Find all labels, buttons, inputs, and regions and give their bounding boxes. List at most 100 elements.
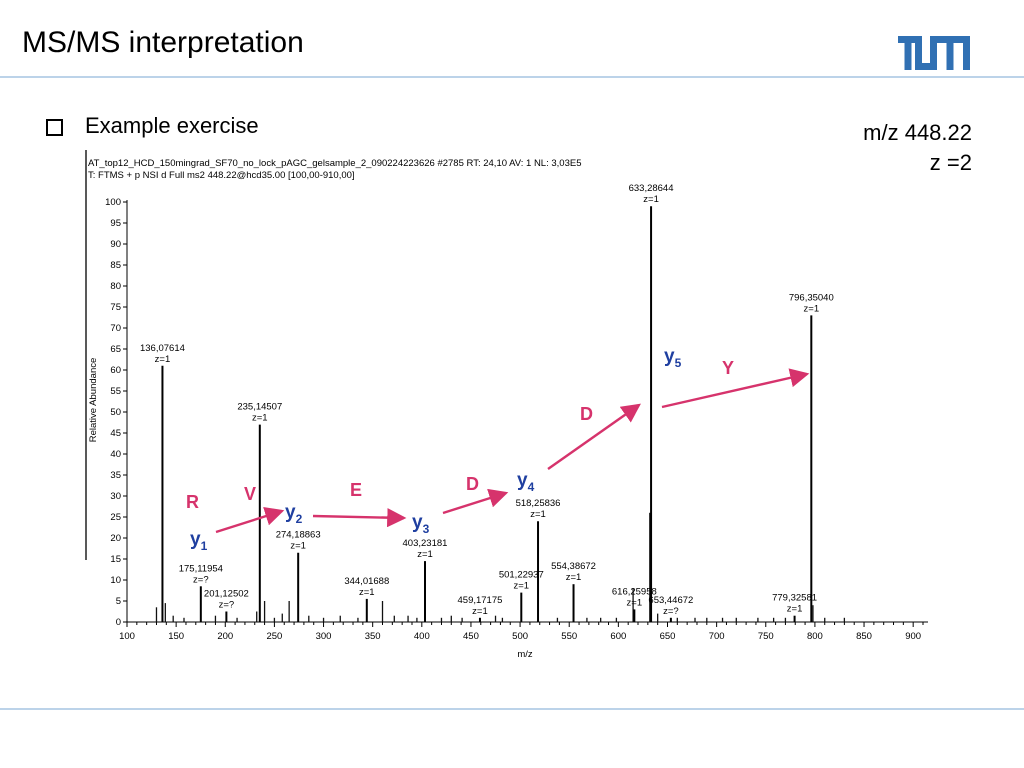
peak-mz-label: 796,35040: [789, 292, 834, 303]
peak-mz-label: 501,22937: [499, 570, 544, 581]
y-ion-label: y3: [412, 512, 430, 536]
slide-title: MS/MS interpretation: [22, 26, 304, 59]
y-tick-label: 100: [105, 197, 121, 208]
y-tick-label: 65: [110, 344, 121, 355]
y-tick-label: 30: [110, 491, 121, 502]
x-tick-label: 250: [266, 631, 282, 642]
y-tick-label: 20: [110, 533, 121, 544]
peak-charge-label: z=1: [643, 194, 659, 205]
x-tick-label: 700: [709, 631, 725, 642]
peak-mz-label: 554,38672: [551, 561, 596, 572]
sequence-arrow: [215, 506, 285, 534]
y-tick-label: 25: [110, 512, 121, 523]
peak-mz-label: 653,44672: [648, 595, 693, 606]
x-tick-label: 800: [807, 631, 823, 642]
y-tick-label: 5: [116, 596, 121, 607]
labeled-peaks: 136,07614z=1175,11954z=?201,12502z=?235,…: [140, 183, 834, 622]
peak-charge-label: z=?: [219, 600, 235, 611]
peak-mz-label: 274,18863: [276, 530, 321, 541]
precursor-charge: z =2: [929, 150, 972, 175]
y-ion-label: y5: [664, 346, 682, 370]
peak-charge-label: z=1: [155, 354, 171, 365]
peak-mz-label: 235,14507: [237, 402, 282, 413]
peak-charge-label: z=?: [663, 606, 679, 617]
sequence-arrow: [312, 508, 407, 528]
tum-logo: [898, 36, 970, 70]
y-ion-label: y4: [517, 470, 535, 494]
x-tick-label: 450: [463, 631, 479, 642]
x-tick-label: 650: [660, 631, 676, 642]
ms2-spectrum-chart: AT_top12_HCD_150mingrad_SF70_no_lock_pAG…: [85, 150, 928, 660]
bullet-item: Example exercise: [46, 113, 259, 139]
sequence-arrow: [442, 488, 509, 515]
minor-peaks: [155, 512, 846, 622]
peak-charge-label: z=1: [787, 604, 803, 615]
bullet-text: Example exercise: [85, 113, 259, 138]
peak-mz-label: 403,23181: [403, 538, 448, 549]
peak-charge-label: z=1: [359, 587, 375, 598]
x-tick-label: 750: [758, 631, 774, 642]
y-ion-label: y1: [190, 529, 208, 553]
peak-mz-label: 616,25958: [612, 586, 657, 597]
peak-mz-label: 779,32581: [772, 593, 817, 604]
x-tick-label: 300: [316, 631, 332, 642]
sequence-arrow: [547, 403, 641, 470]
peak-charge-label: z=1: [804, 303, 820, 314]
y-tick-label: 15: [110, 554, 121, 565]
x-axis-label: m/z: [517, 649, 533, 660]
y-tick-label: 55: [110, 386, 121, 397]
peak-charge-label: z=1: [566, 572, 582, 583]
x-tick-label: 550: [561, 631, 577, 642]
checkbox-bullet-icon: [46, 118, 63, 136]
peak-mz-label: 459,17175: [458, 595, 503, 606]
y-ion-label: y2: [285, 502, 303, 526]
y-axis-label: Relative Abundance: [88, 358, 99, 443]
y-tick-label: 40: [110, 449, 121, 460]
peak-charge-label: z=1: [530, 509, 546, 520]
residue-label: V: [244, 484, 256, 504]
y-tick-label: 35: [110, 470, 121, 481]
scan-header-line-1: AT_top12_HCD_150mingrad_SF70_no_lock_pAG…: [88, 158, 581, 169]
residue-label: D: [580, 404, 593, 424]
x-tick-label: 100: [119, 631, 135, 642]
peak-mz-label: 633,28644: [629, 183, 674, 194]
y-tick-label: 90: [110, 239, 121, 250]
peak-mz-label: 175,11954: [179, 563, 223, 574]
x-tick-label: 400: [414, 631, 430, 642]
peak-charge-label: z=1: [290, 541, 306, 552]
x-tick-label: 850: [856, 631, 872, 642]
peak-mz-label: 344,01688: [344, 576, 389, 587]
precursor-mz: m/z 448.22: [863, 120, 972, 145]
x-tick-label: 350: [365, 631, 381, 642]
sequence-annotations: y1 y2 y3 y4 y5 R V E D D Y: [186, 346, 810, 553]
peak-mz-label: 201,12502: [204, 589, 249, 600]
peak-mz-label: 518,25836: [516, 498, 561, 509]
residue-label: D: [466, 474, 479, 494]
x-tick-label: 900: [905, 631, 921, 642]
header-divider: [0, 76, 1024, 78]
peak-mz-label: 136,07614: [140, 343, 185, 354]
peak-charge-label: z=1: [513, 581, 529, 592]
x-tick-label: 500: [512, 631, 528, 642]
peak-charge-label: z=1: [627, 597, 643, 608]
peak-charge-label: z=1: [252, 413, 268, 424]
peak-charge-label: z=1: [472, 606, 488, 617]
x-tick-label: 600: [610, 631, 626, 642]
peak-charge-label: z=1: [417, 549, 433, 560]
y-tick-label: 10: [110, 575, 121, 586]
y-tick-label: 60: [110, 365, 121, 376]
residue-label: Y: [722, 358, 734, 378]
y-tick-label: 45: [110, 428, 121, 439]
peak-charge-label: z=?: [193, 574, 209, 585]
sequence-arrow: [661, 368, 810, 409]
residue-label: R: [186, 492, 199, 512]
y-tick-label: 75: [110, 302, 121, 313]
y-tick-label: 85: [110, 260, 121, 271]
x-tick-label: 150: [168, 631, 184, 642]
y-tick-label: 95: [110, 218, 121, 229]
footer-divider: [0, 708, 1024, 710]
x-tick-label: 200: [217, 631, 233, 642]
y-tick-label: 70: [110, 323, 121, 334]
y-tick-label: 50: [110, 407, 121, 418]
scan-header-line-2: T: FTMS + p NSI d Full ms2 448.22@hcd35.…: [88, 170, 355, 181]
